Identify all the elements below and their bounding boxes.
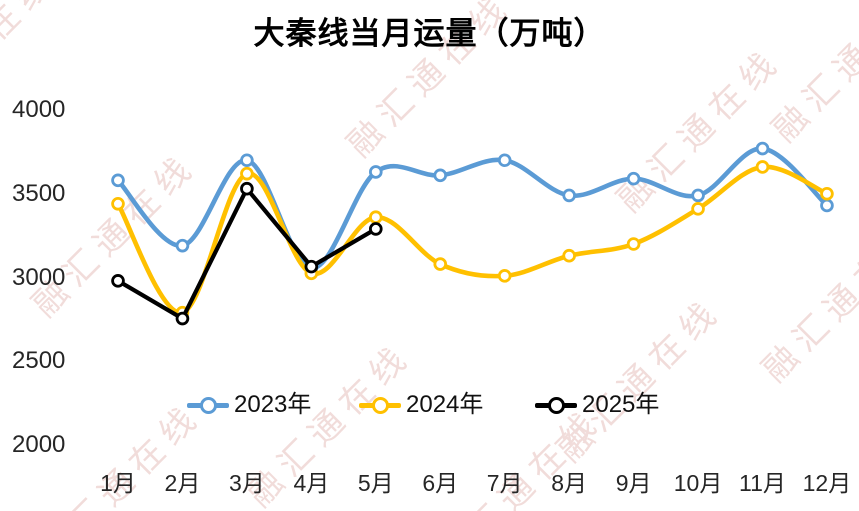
data-point-marker-2023年: [175, 238, 190, 253]
legend-circle-marker: [200, 397, 217, 414]
data-point-marker-2024年: [240, 166, 254, 181]
y-axis-tick-label: 3000: [12, 263, 66, 291]
x-axis-tick-label: 3月: [228, 470, 265, 496]
data-point-marker-2024年: [562, 248, 576, 263]
x-axis-tick-label: 11月: [739, 470, 786, 496]
y-axis-tick-label: 2000: [12, 431, 66, 458]
x-axis-tick-label: 12月: [802, 470, 852, 496]
data-point-marker-2023年: [755, 141, 770, 156]
data-point-marker-2024年: [691, 202, 705, 216]
legend-series-marker-icon: [187, 392, 229, 418]
legend-label: 2023年: [234, 391, 312, 418]
data-point-marker-2025年: [304, 259, 319, 274]
data-point-marker-2024年: [497, 269, 512, 283]
data-point-marker-2023年: [820, 198, 834, 213]
data-point-marker-2024年: [820, 186, 834, 201]
series-line-2024年: [115, 164, 830, 315]
y-axis-tick-label: 3500: [12, 179, 66, 207]
data-point-marker-2023年: [111, 173, 125, 188]
series-line-2025年: [115, 186, 378, 321]
x-axis-tick-label: 1月: [100, 470, 136, 496]
x-axis-tick-label: 10月: [673, 470, 723, 496]
x-axis-tick-label: 7月: [486, 470, 523, 496]
data-point-marker-2023年: [497, 153, 512, 168]
x-axis-tick-label: 2月: [164, 470, 201, 496]
data-point-marker-2024年: [111, 197, 125, 211]
legend-item-2023年: 2023年: [187, 391, 311, 419]
legend-item-2025年: 2025年: [535, 391, 659, 419]
data-point-marker-2025年: [111, 274, 125, 288]
legend-circle-marker: [372, 397, 389, 414]
data-point-marker-2023年: [433, 168, 448, 183]
data-point-marker-2023年: [626, 171, 641, 186]
data-point-marker-2023年: [240, 153, 254, 168]
data-point-marker-2023年: [562, 188, 576, 203]
x-axis-tick-label: 5月: [357, 470, 394, 496]
data-point-marker-2025年: [368, 222, 383, 236]
chart-title: 大秦线当月运量（万吨）: [253, 16, 606, 51]
data-point-marker-2023年: [368, 165, 383, 179]
legend-series-marker-icon: [535, 392, 577, 418]
legend-label: 2024年: [406, 391, 484, 418]
data-point-marker-2024年: [433, 257, 448, 271]
x-axis-tick-label: 8月: [551, 470, 588, 496]
x-axis-tick-label: 6月: [422, 470, 459, 496]
y-axis-tick-label: 4000: [12, 96, 66, 123]
data-point-marker-2024年: [755, 160, 770, 174]
legend-item-2024年: 2024年: [359, 391, 483, 419]
data-point-marker-2025年: [240, 181, 254, 196]
x-axis-tick-label: 4月: [293, 470, 330, 496]
legend-series-marker-icon: [359, 392, 401, 418]
data-point-marker-2024年: [368, 210, 383, 225]
data-point-marker-2025年: [175, 311, 190, 326]
legend-circle-marker: [548, 397, 565, 414]
legend-label: 2025年: [582, 391, 660, 418]
data-point-marker-2024年: [626, 237, 641, 251]
data-point-marker-2023年: [691, 188, 705, 203]
y-axis-tick-label: 2500: [12, 347, 66, 375]
x-axis-tick-label: 9月: [615, 470, 652, 496]
